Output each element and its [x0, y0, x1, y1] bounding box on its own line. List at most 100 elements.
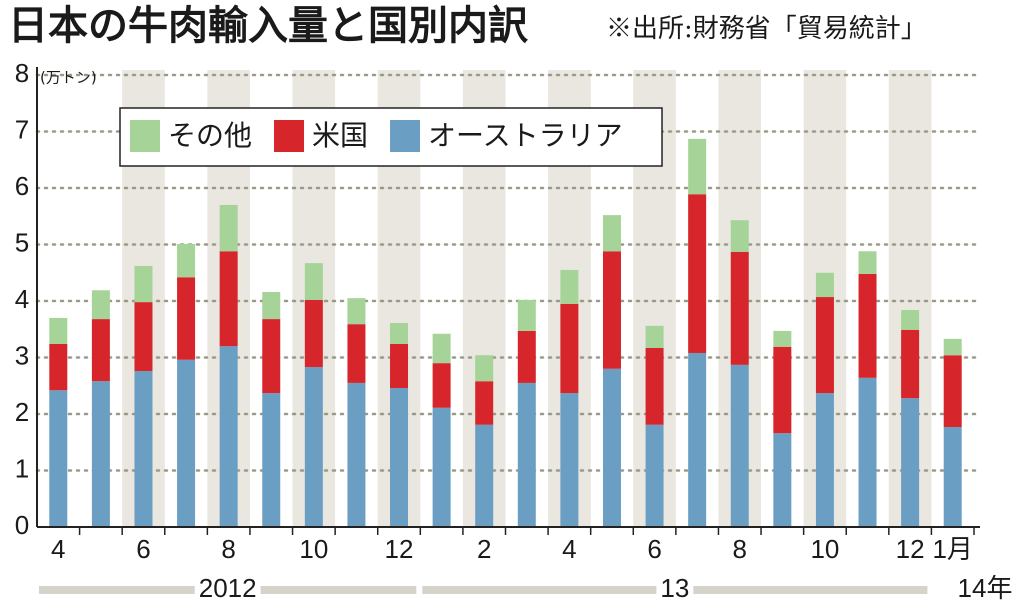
bar-segment: [773, 330, 792, 347]
bar-segment: [219, 204, 238, 252]
bar-segment: [815, 297, 834, 394]
bar-segment: [943, 426, 962, 527]
bar-segment: [730, 251, 749, 365]
bar-segment: [390, 388, 409, 527]
bar-segment: [688, 194, 707, 353]
bar-segment: [475, 381, 494, 425]
bar-segment: [432, 363, 451, 408]
bar-segment: [177, 243, 196, 278]
bar-segment: [943, 355, 962, 427]
bar-segment: [645, 325, 664, 348]
bar-segment: [262, 291, 281, 320]
bar-segment: [688, 352, 707, 527]
bar-segment: [134, 302, 153, 372]
bar-segment: [815, 272, 834, 298]
bar-segment: [177, 359, 196, 527]
x-tick-label: 12: [896, 534, 925, 564]
bar-segment: [688, 138, 707, 195]
bar-segment: [49, 317, 68, 344]
y-tick-label: 2: [15, 397, 29, 427]
bar-segment: [91, 381, 110, 527]
year-label: 2012: [199, 573, 257, 603]
legend-swatch: [130, 120, 160, 152]
bar-segment: [730, 220, 749, 252]
bar-segment: [645, 347, 664, 425]
x-tick-label: 4: [562, 534, 576, 564]
bar-segment: [49, 343, 68, 391]
bar-segment: [560, 393, 579, 527]
x-tick-label: 8: [221, 534, 235, 564]
y-tick-label: 8: [15, 58, 29, 88]
bar-segment: [901, 398, 920, 527]
bar-segment: [517, 330, 536, 383]
bar-segment: [560, 303, 579, 394]
bar-segment: [943, 338, 962, 356]
bar-segment: [901, 310, 920, 330]
bar-segment: [304, 299, 323, 368]
bar-segment: [645, 424, 664, 527]
y-tick-label: 5: [15, 227, 29, 257]
x-tick-label: 12: [385, 534, 414, 564]
bar-segment: [347, 324, 366, 383]
x-tick-label: 10: [810, 534, 839, 564]
bar-segment: [262, 393, 281, 527]
year-label: 14年: [958, 573, 1013, 603]
year-label-bg: [194, 584, 261, 596]
bar-segment: [858, 251, 877, 274]
bar-segment: [347, 298, 366, 325]
x-tick-label: 6: [136, 534, 150, 564]
bar-segment: [773, 433, 792, 527]
x-tick-label: 8: [733, 534, 747, 564]
bar-segment: [475, 424, 494, 527]
year-label-bg: [656, 584, 694, 596]
bar-segment: [177, 277, 196, 360]
bar-segment: [517, 299, 536, 331]
bar-segment: [347, 382, 366, 527]
bar-segment: [262, 319, 281, 394]
bar-segment: [304, 263, 323, 300]
bar-segment: [560, 269, 579, 304]
y-tick-label: 4: [15, 284, 29, 314]
y-tick-label: 1: [15, 453, 29, 483]
bar-segment: [602, 368, 621, 527]
bar-segment: [773, 346, 792, 434]
legend-swatch: [390, 120, 421, 152]
bar-segment: [134, 371, 153, 527]
bar-segment: [901, 329, 920, 399]
bar-segment: [858, 377, 877, 527]
legend-label: その他: [168, 119, 252, 152]
bar-segment: [304, 367, 323, 527]
bar-segment: [432, 407, 451, 527]
bar-segment: [390, 343, 409, 389]
bar-segment: [134, 265, 153, 303]
bar-segment: [432, 333, 451, 364]
x-tick-label: 1月: [932, 534, 972, 564]
legend-label: オーストラリア: [428, 119, 623, 152]
y-tick-label: 3: [15, 340, 29, 370]
bar-segment: [517, 382, 536, 527]
bar-segment: [815, 393, 834, 527]
bar-segment: [602, 251, 621, 369]
y-tick-label: 6: [15, 171, 29, 201]
legend-swatch: [274, 120, 305, 152]
x-tick-label: 2: [477, 534, 491, 564]
x-tick-label: 4: [51, 534, 65, 564]
bar-segment: [219, 346, 238, 527]
bar-segment: [475, 355, 494, 382]
bar-segment: [49, 390, 68, 527]
y-tick-label: 0: [15, 510, 29, 540]
bar-segment: [730, 364, 749, 527]
year-label: 13: [660, 573, 689, 603]
legend-label: 米国: [312, 119, 368, 152]
bar-segment: [91, 290, 110, 320]
x-tick-label: 10: [299, 534, 328, 564]
chart-title: 日本の牛肉輸入量と国別内訳: [8, 3, 529, 49]
bar-segment: [91, 319, 110, 382]
x-tick-label: 6: [647, 534, 661, 564]
y-tick-label: 7: [15, 114, 29, 144]
bar-segment: [219, 251, 238, 347]
bar-segment: [390, 323, 409, 344]
y-unit: (万トン): [40, 69, 97, 87]
bar-segment: [602, 215, 621, 252]
